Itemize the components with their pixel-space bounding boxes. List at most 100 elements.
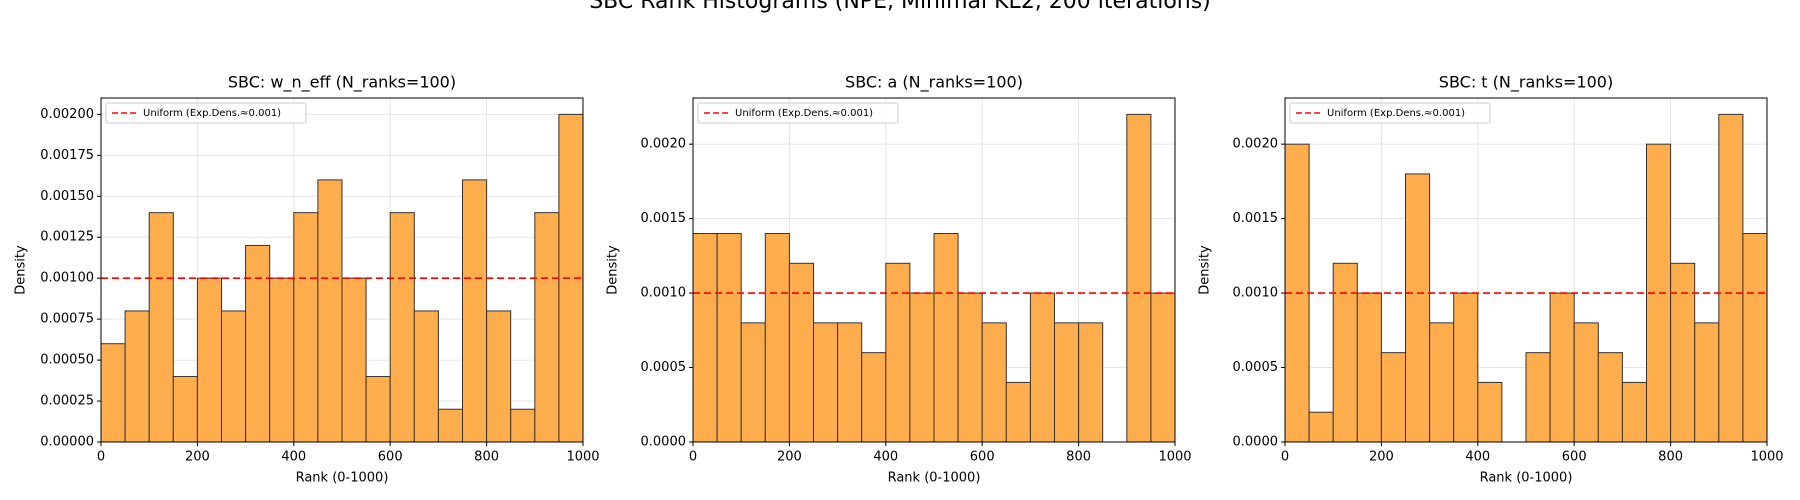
bar — [221, 310, 247, 443]
x-axis-label: Rank (0-1000) — [296, 471, 389, 486]
bar — [1005, 381, 1031, 443]
chart-title: SBC: w_n_eff (N_ranks=100) — [228, 73, 456, 93]
y-tick-label: 0.00100 — [40, 271, 94, 286]
legend-label: Uniform (Exp.Dens.≈0.001) — [1327, 108, 1465, 119]
x-tick-label: 200 — [1369, 450, 1394, 465]
y-tick-label: 0.00125 — [40, 230, 94, 245]
x-tick-label: 400 — [1465, 450, 1490, 465]
chart: SBC: t (N_ranks=100) 0.0000 0.0005 0.0010 0.… — [1198, 73, 1784, 486]
y-tick-label: 0.00175 — [40, 148, 94, 163]
bar — [510, 408, 536, 443]
bar — [196, 277, 222, 443]
x-tick-label: 800 — [474, 450, 499, 465]
y-tick-label: 0.0020 — [1233, 137, 1279, 152]
x-tick-label: 400 — [281, 450, 306, 465]
bar — [148, 212, 174, 443]
bar — [1380, 352, 1407, 443]
bar — [1477, 381, 1503, 443]
bar — [341, 277, 367, 443]
bar — [1308, 411, 1334, 443]
bar — [293, 212, 319, 443]
bar — [124, 310, 150, 443]
legend-box — [697, 102, 899, 124]
bar — [1742, 233, 1768, 443]
figure-title: SBC Rank Histograms (NPE, Minimal KL2, 2… — [589, 0, 1211, 14]
axes-frame — [1284, 97, 1768, 443]
y-tick-label: 0.0005 — [641, 360, 687, 375]
bar — [269, 277, 295, 443]
bar — [1150, 292, 1176, 443]
y-axis-label: Density — [1198, 245, 1213, 295]
x-tick-label: 0 — [689, 450, 697, 465]
bar — [1078, 322, 1104, 443]
x-tick-label: 0 — [1281, 450, 1289, 465]
y-tick-label: 0.00150 — [40, 189, 94, 204]
bar — [1694, 322, 1720, 443]
bar — [933, 233, 959, 443]
y-tick-label: 0.0010 — [1233, 286, 1279, 301]
x-tick-label: 200 — [777, 450, 802, 465]
x-tick-label: 1000 — [566, 450, 599, 465]
bar — [413, 310, 439, 443]
bar — [486, 310, 512, 443]
x-tick-label: 0 — [97, 450, 105, 465]
x-tick-label: 800 — [1658, 450, 1683, 465]
y-tick-label: 0.00000 — [40, 435, 94, 450]
bar — [462, 179, 488, 443]
bar — [1453, 292, 1479, 443]
bar — [1429, 322, 1455, 443]
y-tick-label: 0.00200 — [40, 107, 94, 122]
x-tick-label: 800 — [1066, 450, 1091, 465]
y-tick-label: 0.0000 — [641, 435, 687, 450]
bar — [1126, 113, 1152, 443]
bar — [1718, 113, 1744, 443]
bar — [1054, 322, 1080, 443]
x-axis-label: Rank (0-1000) — [1480, 471, 1573, 486]
bar — [245, 244, 271, 443]
bar — [1549, 292, 1575, 443]
y-tick-label: 0.0000 — [1233, 435, 1279, 450]
bar — [764, 233, 790, 443]
axes-frame — [692, 97, 1176, 443]
x-tick-label: 600 — [378, 450, 403, 465]
y-axis-label: Density — [606, 245, 621, 295]
x-tick-label: 600 — [970, 450, 995, 465]
bar — [740, 322, 766, 443]
bar — [1670, 262, 1696, 443]
y-axis-label: Density — [14, 245, 29, 295]
bar — [1597, 352, 1623, 443]
axes-frame — [100, 97, 584, 443]
legend-label: Uniform (Exp.Dens.≈0.001) — [735, 108, 873, 119]
bar — [909, 292, 935, 443]
y-tick-label: 0.00050 — [40, 353, 94, 368]
bar — [837, 322, 863, 443]
bar — [534, 212, 560, 443]
bar — [1621, 381, 1648, 443]
bar — [885, 262, 911, 443]
bar — [1029, 292, 1056, 443]
legend-box — [1289, 102, 1491, 124]
bar — [716, 233, 742, 443]
bar — [1332, 262, 1358, 443]
x-axis-label: Rank (0-1000) — [888, 471, 981, 486]
bar — [317, 179, 343, 443]
bar — [1573, 322, 1599, 443]
bar — [813, 322, 839, 443]
bar — [172, 375, 198, 443]
legend-label: Uniform (Exp.Dens.≈0.001) — [143, 108, 281, 119]
chart-title: SBC: a (N_ranks=100) — [845, 73, 1023, 93]
x-tick-label: 1000 — [1158, 450, 1191, 465]
bar — [957, 292, 983, 443]
x-tick-label: 1000 — [1750, 450, 1783, 465]
bar — [365, 375, 391, 443]
legend-box — [105, 102, 307, 124]
chart: SBC: a (N_ranks=100) 0.0000 0.0005 0.0010 0.… — [606, 73, 1192, 486]
y-tick-label: 0.0005 — [1233, 360, 1279, 375]
bar — [389, 212, 415, 443]
bar — [981, 322, 1007, 443]
bar — [1405, 173, 1431, 443]
y-tick-label: 0.0010 — [641, 286, 687, 301]
y-tick-label: 0.0015 — [1233, 211, 1279, 226]
bar — [692, 233, 718, 443]
